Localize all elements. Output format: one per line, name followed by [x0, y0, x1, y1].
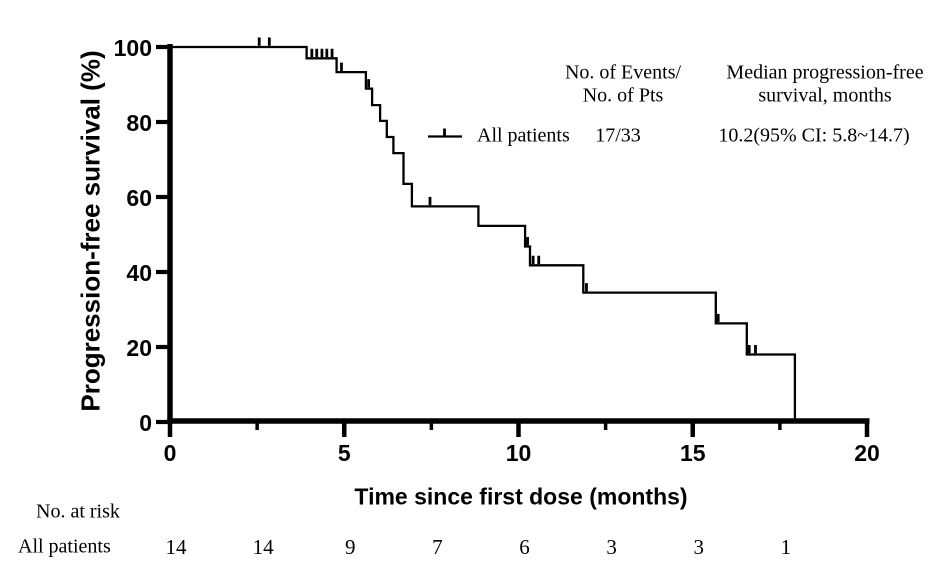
y-tick-label-20: 20 [126, 335, 152, 361]
at-risk-count-1: 14 [253, 535, 275, 559]
x-tick-label-15: 15 [680, 440, 706, 466]
km-curve-all-patients [170, 45, 797, 422]
at-risk-row-label: All patients [18, 535, 111, 558]
at-risk-count-2: 9 [345, 535, 356, 559]
legend-median-value: 10.2(95% CI: 5.8~14.7) [718, 124, 910, 147]
y-tick-label-100: 100 [114, 35, 152, 61]
legend-series-label: All patients [477, 124, 570, 147]
legend-median-header-line1: Median progression-free [726, 61, 924, 84]
x-tick-label-10: 10 [506, 440, 532, 466]
x-tick-label-5: 5 [338, 440, 351, 466]
legend-events-header-line1: No. of Events/ [564, 61, 682, 84]
legend-median-header-line2: survival, months [758, 84, 892, 107]
y-tick-label-40: 40 [126, 260, 152, 286]
at-risk-count-3: 7 [432, 535, 443, 559]
x-tick-label-0: 0 [164, 440, 177, 466]
at-risk-count-0: 14 [166, 535, 188, 559]
y-tick-label-0: 0 [139, 410, 152, 436]
legend-events-header-line2: No. of Pts [582, 84, 664, 107]
x-axis-title: Time since first dose (months) [354, 483, 688, 510]
x-tick-label-20: 20 [854, 440, 880, 466]
at-risk-count-5: 3 [606, 535, 617, 559]
at-risk-count-7: 1 [781, 535, 792, 559]
at-risk-title: No. at risk [36, 500, 120, 523]
y-tick-label-80: 80 [126, 110, 152, 136]
y-tick-label-60: 60 [126, 185, 152, 211]
legend-events-value: 17/33 [595, 124, 641, 147]
y-axis-title: Progression-free survival (%) [75, 50, 106, 412]
at-risk-count-6: 3 [694, 535, 705, 559]
at-risk-count-4: 6 [519, 535, 530, 559]
